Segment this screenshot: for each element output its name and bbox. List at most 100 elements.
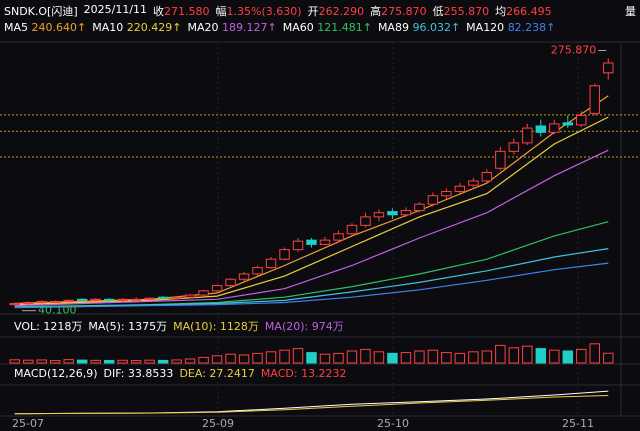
candle-body: [319, 239, 331, 245]
candle-body: [238, 273, 250, 280]
ma-label: MA89: [377, 21, 409, 34]
volume-bar: [144, 359, 155, 364]
quote-label: 低: [432, 5, 444, 18]
quote-item: 收271.580: [153, 3, 210, 19]
volume-bar: [373, 351, 385, 364]
candle-body: [535, 125, 547, 133]
volume-label: 量: [625, 5, 636, 18]
candle-body: [522, 127, 533, 144]
candle-body: [441, 191, 452, 197]
ma-legend: MA5 240.640↑ MA10 220.429↑ MA20 189.127↑ MA…: [4, 21, 555, 34]
ma-value: 220.429↑: [126, 21, 182, 34]
ma-line: [14, 248, 609, 308]
candle-body: [252, 267, 263, 275]
quote-label: 收: [153, 5, 165, 18]
quote-label: 幅: [215, 5, 227, 18]
volume-bar: [238, 354, 250, 364]
quote-header: SNDK.O[闪迪] 2025/11/11 收271.580 幅1.35%(3.6…: [4, 3, 552, 19]
volume-bar: [549, 349, 560, 364]
volume-bar: [414, 350, 425, 364]
candle-body: [279, 249, 290, 260]
volume-bar: [23, 359, 34, 364]
ma-line: [14, 149, 609, 307]
ma-label: MA5: [4, 21, 29, 34]
symbol: SNDK.O[闪迪]: [4, 5, 78, 18]
macd-legend-item: MACD: 13.2232: [260, 367, 347, 380]
candle-body: [427, 195, 439, 205]
macd-dea-line: [14, 395, 609, 415]
volume-bar: [198, 356, 209, 364]
volume-bar: [171, 359, 182, 364]
candle-body: [211, 285, 223, 292]
candle-body: [36, 300, 47, 303]
quote-item: 均266.495: [495, 3, 552, 19]
volume-legend: VOL: 1218万 MA(5): 1375万 MA(10): 1128万 MA(20…: [14, 318, 344, 334]
candle-body: [225, 278, 236, 287]
candle-body: [117, 298, 128, 301]
candle-body: [171, 296, 182, 299]
candle-body: [400, 210, 412, 216]
quote-value: 266.495: [506, 5, 552, 18]
candle-body: [49, 300, 61, 303]
candle-body: [549, 123, 560, 133]
macd-legend-item: DIF: 33.8533: [103, 367, 174, 380]
volume-bar: [441, 352, 452, 364]
volume-bar: [279, 349, 290, 364]
x-tick-label: 25-10: [377, 417, 409, 430]
candle-body: [481, 171, 493, 182]
ma-value: 121.481↑: [317, 21, 372, 34]
ma-item: MA89 96.032↑: [378, 21, 460, 34]
candle-body: [23, 301, 34, 305]
candle-body: [562, 122, 574, 126]
candle-body: [508, 142, 520, 152]
volume-bar: [508, 347, 520, 364]
quote-item: 高275.870: [370, 3, 427, 19]
candle-body: [346, 224, 358, 235]
volume-bar: [589, 343, 600, 364]
volume-bar: [103, 360, 115, 364]
ma-value: 189.127↑: [221, 21, 277, 34]
vol-legend-item: MA(5): 1375万: [88, 320, 168, 333]
candle-body: [333, 233, 344, 241]
candle-body: [360, 216, 371, 226]
volume-bar: [76, 359, 88, 364]
macd-legend: MACD(12,26,9) DIF: 33.8533 DEA: 27.2417 MAC…: [14, 367, 347, 380]
candle-body: [130, 298, 142, 301]
candle-body: [603, 62, 614, 74]
candle-body: [103, 298, 115, 301]
volume-bar: [333, 352, 344, 364]
ma-item: MA5 240.640↑: [4, 21, 86, 34]
candle-body: [184, 294, 196, 298]
volume-bar: [427, 349, 439, 364]
macd-legend-item: DEA: 27.2417: [179, 367, 255, 380]
volume-bar: [495, 344, 506, 364]
candle-body: [63, 299, 74, 302]
volume-bar: [603, 352, 614, 364]
candle-body: [495, 150, 506, 169]
candle-body: [90, 298, 101, 301]
quote-label: 开: [307, 5, 319, 18]
quote-value: 271.580: [164, 5, 210, 18]
ma-item: MA120 82.238↑: [466, 21, 555, 34]
volume-bar: [306, 352, 317, 364]
low-mark-label: 40.100: [38, 304, 77, 317]
high-mark-label: 275.870: [551, 43, 597, 56]
candle-body: [265, 258, 277, 269]
quote-item: 低255.870: [433, 3, 490, 19]
volume-bar: [9, 359, 20, 364]
ma-item: MA10 220.429↑: [92, 21, 181, 34]
macd-dif-line: [14, 390, 609, 415]
quote-label: 高: [370, 5, 382, 18]
volume-bar: [184, 358, 196, 364]
volume-bar: [535, 348, 547, 364]
ma-value: 82.238↑: [507, 21, 556, 34]
candle-body: [454, 185, 466, 193]
vol-legend-item: VOL: 1218万: [14, 320, 83, 333]
candle-body: [306, 239, 317, 245]
volume-bar: [360, 348, 371, 364]
ma-value: 240.640↑: [31, 21, 87, 34]
candle-body: [468, 180, 479, 186]
date: 2025/11/11: [83, 3, 148, 16]
macd-legend-item: MACD(12,26,9): [14, 367, 98, 380]
